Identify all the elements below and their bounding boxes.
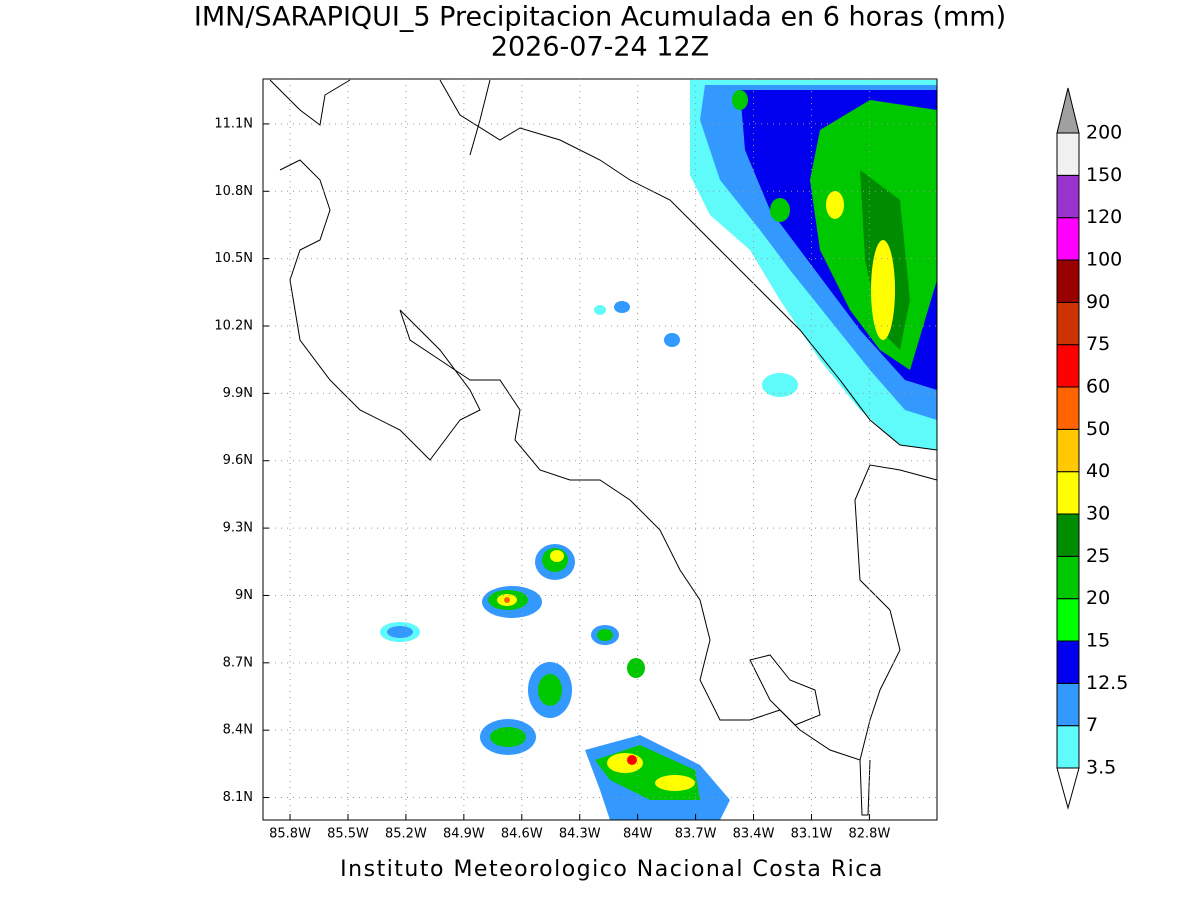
x-tick-label: 85.8W <box>269 827 311 842</box>
precipitation <box>380 80 937 820</box>
x-tick-label: 84.9W <box>443 827 485 842</box>
colorbar-label: 40 <box>1086 460 1110 482</box>
colorbar-label: 30 <box>1086 503 1110 525</box>
footer: Instituto Meteorologico Nacional Costa R… <box>340 857 884 882</box>
title: IMN/SARAPIQUI_5 Precipitacion Acumulada … <box>194 2 1006 33</box>
subtitle: 2026-07-24 12Z <box>491 32 709 63</box>
colorbar-box <box>1056 725 1080 769</box>
x-tick-label: 83.4W <box>733 827 775 842</box>
colorbar-box <box>1056 259 1080 303</box>
x-tick-label: 85.2W <box>385 827 427 842</box>
colorbar-under <box>1056 767 1080 810</box>
x-tick-label: 83.7W <box>675 827 717 842</box>
y-tick-label: 9N <box>235 588 253 603</box>
y-tick-label: 8.7N <box>223 655 253 670</box>
colorbar-label: 120 <box>1086 206 1122 228</box>
colorbar-label: 50 <box>1086 418 1110 440</box>
colorbar-label: 150 <box>1086 164 1122 186</box>
colorbar-box <box>1056 301 1080 346</box>
y-tick-label: 10.2N <box>214 319 253 334</box>
colorbar-label: 200 <box>1086 122 1122 144</box>
y-tick-label: 8.1N <box>223 790 253 805</box>
y-tick-label: 10.8N <box>214 184 253 199</box>
colorbar-box <box>1056 682 1080 727</box>
colorbar-label: 90 <box>1086 291 1110 313</box>
x-tick-label: 83.1W <box>791 827 833 842</box>
y-tick-label: 9.6N <box>223 453 253 468</box>
colorbar-label: 25 <box>1086 545 1110 567</box>
x-tick-label: 84.3W <box>559 827 601 842</box>
x-tick-label: 85.5W <box>327 827 369 842</box>
y-tick-label: 11.1N <box>214 116 253 131</box>
colorbar-over <box>1056 87 1080 134</box>
colorbar-label: 12.5 <box>1086 672 1128 694</box>
x-tick-label: 82.8W <box>849 827 891 842</box>
colorbar-box <box>1056 428 1080 473</box>
colorbar-label: 7 <box>1086 714 1098 736</box>
colorbar-box <box>1056 555 1080 600</box>
x-tick-label: 84.6W <box>501 827 543 842</box>
colorbar-label: 75 <box>1086 333 1110 355</box>
y-tick-label: 8.4N <box>223 723 253 738</box>
colorbar-box <box>1056 640 1080 684</box>
colorbar-label: 20 <box>1086 587 1110 609</box>
colorbar-label: 100 <box>1086 249 1122 271</box>
colorbar-box <box>1056 344 1080 388</box>
colorbar-label: 3.5 <box>1086 757 1116 779</box>
y-tick-label: 9.9N <box>223 386 253 401</box>
colorbar-box <box>1056 132 1080 176</box>
colorbar-box <box>1056 217 1080 261</box>
colorbar-label: 15 <box>1086 630 1110 652</box>
colorbar-box <box>1056 513 1080 557</box>
x-tick-label: 84W <box>623 827 653 842</box>
colorbar-box <box>1056 598 1080 642</box>
colorbar-box <box>1056 471 1080 515</box>
colorbar-box <box>1056 386 1080 430</box>
colorbar-label: 60 <box>1086 376 1110 398</box>
y-tick-label: 9.3N <box>223 521 253 536</box>
colorbar-box <box>1056 174 1080 219</box>
map-frame <box>262 78 938 821</box>
y-tick-label: 10.5N <box>214 251 253 266</box>
